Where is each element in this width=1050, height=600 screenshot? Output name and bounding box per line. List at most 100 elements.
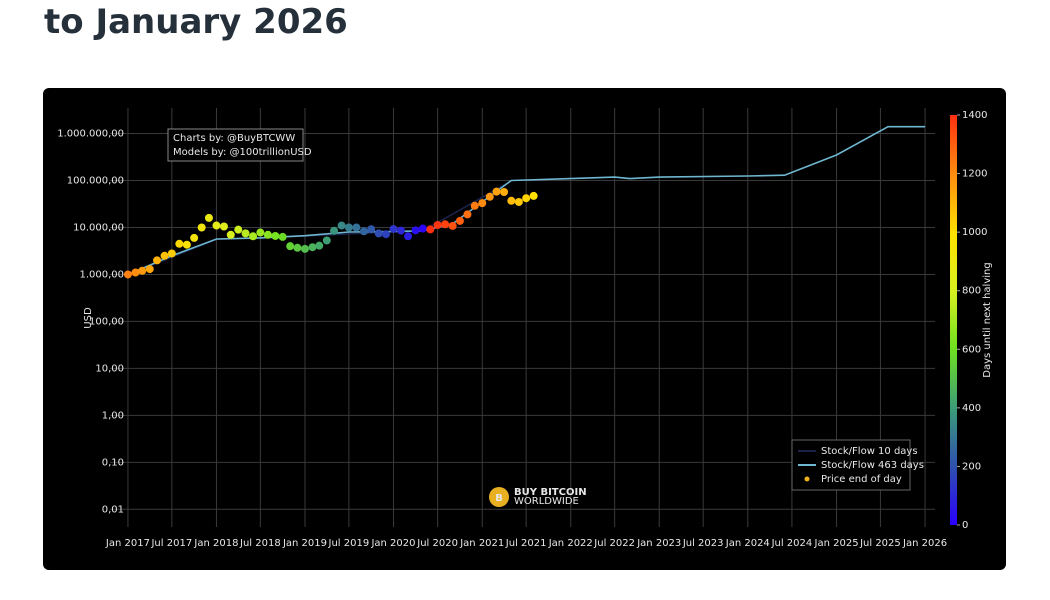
- price-point: [389, 224, 398, 233]
- price-point: [212, 221, 221, 230]
- x-tick-label: Jan 2026: [902, 538, 947, 549]
- price-point: [249, 232, 258, 241]
- price-point: [381, 230, 390, 239]
- price-point: [175, 239, 184, 248]
- y-tick-label: 100,00: [89, 316, 124, 327]
- colorbar-tick-label: 800: [962, 286, 981, 297]
- page-heading: to January 2026: [44, 2, 348, 42]
- price-point: [514, 197, 523, 206]
- logo-text: BUY BITCOIN: [514, 487, 587, 498]
- price-point: [337, 221, 346, 230]
- chart-background: [43, 88, 1006, 570]
- x-tick-label: Jan 2022: [548, 538, 593, 549]
- colorbar-tick-label: 0: [962, 520, 968, 531]
- y-tick-label: 100.000,00: [67, 176, 124, 187]
- price-point: [322, 236, 331, 245]
- logo-mark: B: [495, 493, 503, 504]
- price-point: [448, 221, 457, 230]
- price-point: [463, 210, 472, 219]
- price-point: [529, 191, 538, 200]
- y-tick-label: 0,10: [102, 457, 124, 468]
- legend-label: Price end of day: [821, 474, 902, 485]
- x-tick-label: Jul 2018: [239, 538, 281, 549]
- y-tick-label: 10.000,00: [73, 222, 124, 233]
- price-point: [286, 242, 295, 251]
- x-tick-label: Jan 2020: [370, 538, 415, 549]
- price-point: [263, 230, 272, 239]
- price-point: [367, 225, 376, 234]
- colorbar-title: Days until next halving: [982, 262, 993, 377]
- x-tick-label: Jul 2025: [859, 538, 901, 549]
- logo-icon: [489, 487, 509, 507]
- price-point: [433, 220, 442, 229]
- price-point: [344, 223, 353, 232]
- price-point: [160, 251, 169, 260]
- price-point: [182, 240, 191, 249]
- price-point: [190, 233, 199, 242]
- price-point: [219, 222, 228, 231]
- logo-text: WORLDWIDE: [514, 496, 579, 507]
- colorbar-tick-label: 1400: [962, 110, 987, 121]
- price-point: [352, 223, 361, 232]
- annotation-text: Models by: @100trillionUSD: [173, 147, 312, 158]
- price-point: [167, 249, 176, 258]
- price-point: [278, 232, 287, 241]
- price-point: [256, 228, 265, 237]
- price-point: [374, 229, 383, 238]
- colorbar-tick-label: 200: [962, 461, 981, 472]
- price-point: [226, 230, 235, 239]
- price-point: [507, 196, 516, 205]
- y-tick-label: 1,00: [102, 410, 124, 421]
- price-point: [330, 226, 339, 235]
- price-point: [478, 199, 487, 208]
- price-point: [397, 226, 406, 235]
- price-point: [485, 192, 494, 201]
- y-tick-label: 10,00: [95, 363, 124, 374]
- x-tick-label: Jul 2017: [150, 538, 192, 549]
- colorbar-tick-label: 1000: [962, 227, 987, 238]
- colorbar-tick-label: 400: [962, 403, 981, 414]
- x-tick-label: Jul 2024: [771, 538, 813, 549]
- colorbar: [950, 115, 957, 525]
- price-point: [145, 265, 154, 274]
- price-point: [308, 243, 317, 252]
- price-point: [131, 268, 140, 277]
- price-point: [500, 187, 509, 196]
- colorbar-tick-label: 600: [962, 344, 981, 355]
- x-tick-label: Jul 2021: [505, 538, 547, 549]
- y-tick-label: 1.000,00: [79, 269, 124, 280]
- x-tick-label: Jan 2018: [193, 538, 238, 549]
- legend-label: Stock/Flow 463 days: [821, 460, 924, 471]
- price-point: [197, 223, 206, 232]
- legend-label: Stock/Flow 10 days: [821, 446, 918, 457]
- price-point: [300, 244, 309, 253]
- x-tick-label: Jan 2017: [105, 538, 150, 549]
- price-point: [359, 227, 368, 236]
- price-point: [455, 216, 464, 225]
- price-point: [492, 187, 501, 196]
- colorbar-tick-label: 1200: [962, 169, 987, 180]
- annotation-box: [167, 128, 304, 162]
- price-point: [271, 231, 280, 240]
- price-point: [241, 229, 250, 238]
- legend-swatch: [804, 476, 810, 482]
- x-tick-label: Jan 2025: [814, 538, 859, 549]
- price-point: [411, 226, 420, 235]
- x-tick-label: Jan 2019: [282, 538, 327, 549]
- y-tick-label: 0,01: [102, 504, 124, 515]
- y-tick-label: 1.000.000,00: [57, 129, 124, 140]
- price-point: [404, 232, 413, 241]
- price-point: [441, 220, 450, 229]
- price-point: [470, 201, 479, 210]
- price-point: [234, 225, 243, 234]
- price-point: [522, 194, 531, 203]
- y-axis-label: USD: [83, 307, 94, 329]
- x-tick-label: Jan 2023: [636, 538, 681, 549]
- price-point: [426, 225, 435, 234]
- price-point: [138, 266, 147, 275]
- x-tick-label: Jul 2023: [682, 538, 724, 549]
- price-point: [204, 213, 213, 222]
- price-point: [293, 243, 302, 252]
